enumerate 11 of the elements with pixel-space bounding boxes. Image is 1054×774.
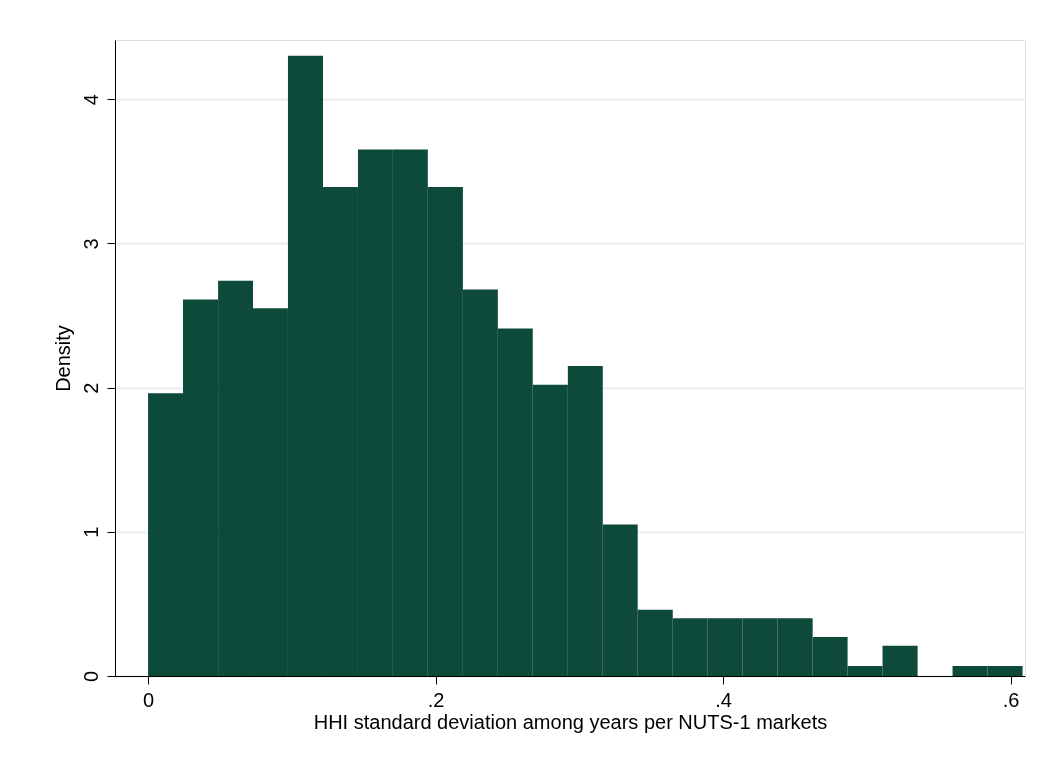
x-tick-label: .4 [715, 688, 732, 711]
y-tick-label: 1 [79, 526, 102, 538]
y-tick-label: 0 [79, 670, 102, 683]
y-axis-title: Density [51, 325, 74, 392]
y-tick-label: 3 [79, 238, 102, 250]
y-tick-label: 2 [79, 382, 102, 394]
x-axis-title: HHI standard deviation among years per NUTS-1 markets [313, 710, 828, 733]
x-tick-label: .6 [1002, 688, 1020, 711]
x-tick-label: 0 [143, 688, 155, 711]
x-tick-label: .2 [427, 688, 445, 711]
y-tick-label: 4 [79, 94, 102, 106]
